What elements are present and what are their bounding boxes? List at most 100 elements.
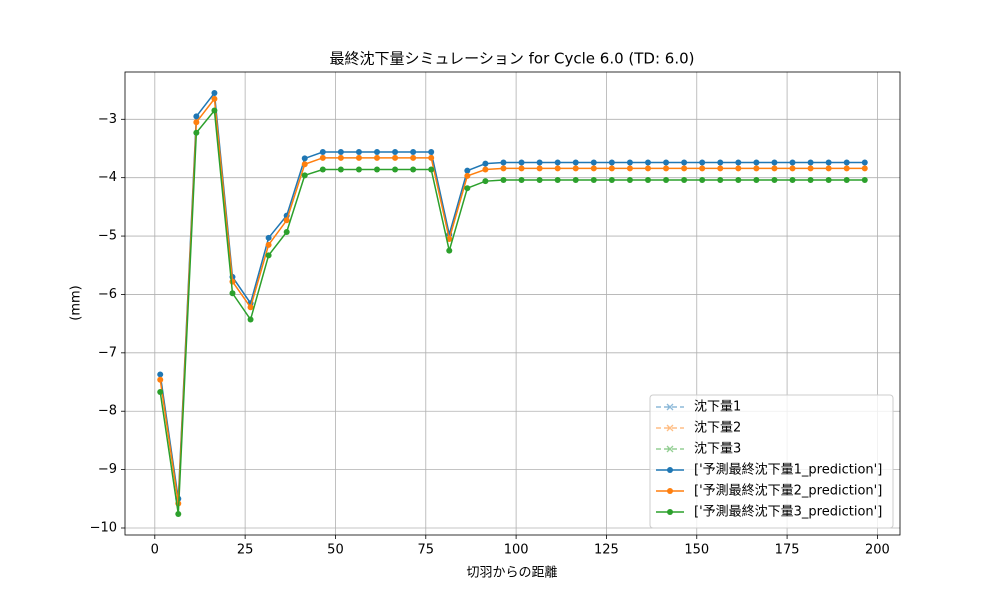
data-point [193,113,200,120]
data-point [157,371,164,378]
data-point [446,247,453,254]
data-point [789,177,796,184]
x-tick-label: 100 [504,543,529,558]
legend-label: 沈下量3 [694,442,741,457]
data-point [663,165,670,172]
data-point [301,155,308,162]
data-point [735,159,742,166]
data-point [193,129,200,136]
data-point [319,148,326,155]
data-point [392,166,399,173]
x-tick-label: 0 [151,543,159,558]
series-line [159,108,865,515]
series-line [159,96,865,504]
data-point [337,166,344,173]
data-point [753,159,760,166]
y-tick-label: −7 [98,345,117,360]
data-point [753,177,760,184]
x-tick-label: 50 [327,543,344,558]
data-point [374,154,381,161]
data-point [301,172,308,179]
data-point [536,177,543,184]
data-point [735,165,742,172]
data-point [843,159,850,166]
data-point [410,148,417,155]
data-point [175,510,182,517]
x-tick-label: 200 [865,543,890,558]
legend-label: ['予測最終沈下量3_prediction'] [694,504,882,520]
data-point [861,177,868,184]
data-point [626,159,633,166]
data-point [717,177,724,184]
data-point [283,228,290,235]
data-point [590,165,597,172]
data-point [663,177,670,184]
series-line [159,91,865,499]
data-point [717,165,724,172]
data-point [735,177,742,184]
y-tick-label: −9 [98,462,117,477]
data-point [572,165,579,172]
data-point [608,165,615,172]
data-point [337,148,344,155]
legend-label: 沈下量1 [694,400,741,415]
data-point [428,166,435,173]
data-point [464,172,471,179]
x-tick-label: 25 [237,543,254,558]
data-point [626,165,633,172]
chart-title: 最終沈下量シミュレーション for Cycle 6.0 (TD: 6.0) [329,50,694,68]
data-point [626,177,633,184]
y-tick-label: −4 [98,170,117,185]
data-point [392,148,399,155]
data-point [211,90,218,97]
y-tick-label: −10 [90,520,117,535]
data-point [608,159,615,166]
data-point [681,165,688,172]
data-point [482,178,489,185]
data-point [590,177,597,184]
data-point [717,159,724,166]
data-point [807,177,814,184]
data-point [265,241,272,248]
data-point [789,159,796,166]
data-point [500,165,507,172]
data-point [355,154,362,161]
data-point [572,177,579,184]
y-axis-label: (mm) [69,285,84,320]
data-point [482,160,489,167]
data-point [843,177,850,184]
marker-stroke [666,424,674,432]
x-tick-label: 175 [775,543,800,558]
data-point [608,177,615,184]
data-point [644,165,651,172]
data-point [681,177,688,184]
x-axis-label: 切羽からの距離 [466,566,557,581]
data-point [518,177,525,184]
data-point [265,234,272,241]
data-point [825,159,832,166]
data-point [464,167,471,174]
data-point [771,165,778,172]
data-point [644,177,651,184]
legend-marker [666,403,674,411]
data-point [500,159,507,166]
data-point [681,159,688,166]
data-point [536,159,543,166]
data-point [428,148,435,155]
legend-label: ['予測最終沈下量1_prediction'] [694,462,882,478]
data-point [157,388,164,395]
data-point [247,304,254,311]
data-point [410,154,417,161]
data-point [825,165,832,172]
data-point [807,165,814,172]
data-point [283,217,290,224]
data-point [644,159,651,166]
data-point [392,154,399,161]
data-point [464,185,471,192]
data-point [355,148,362,155]
data-point [374,166,381,173]
data-point [771,159,778,166]
data-point [572,159,579,166]
marker-stroke [666,445,674,453]
